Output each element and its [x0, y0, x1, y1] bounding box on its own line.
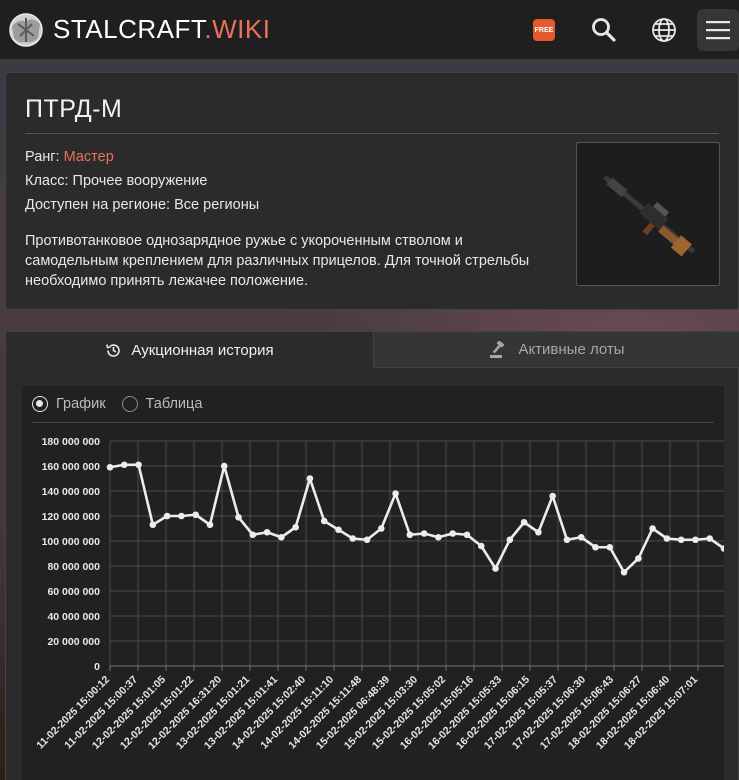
free-icon[interactable]: FREE [533, 19, 555, 41]
divider [25, 133, 719, 134]
data-point[interactable] [406, 531, 414, 539]
y-tick-label: 0 [94, 661, 100, 673]
tab-active-lots[interactable]: Активные лоты [373, 332, 739, 368]
auction-panel: Аукционная история Активные лоты График … [5, 331, 739, 780]
data-point[interactable] [235, 513, 242, 521]
item-description: Противотанковое однозарядное ружье с уко… [25, 233, 530, 289]
data-point[interactable] [649, 525, 656, 532]
radio-circle [121, 396, 138, 412]
data-point[interactable] [492, 565, 499, 572]
data-point[interactable] [135, 461, 142, 469]
item-class: Класс: Прочее вооружение [25, 173, 208, 189]
data-point[interactable] [577, 533, 585, 541]
data-point[interactable] [435, 533, 442, 541]
tab-label: Активные лоты [518, 341, 625, 358]
data-point[interactable] [449, 530, 456, 537]
search-icon[interactable] [586, 12, 622, 48]
history-icon [105, 342, 122, 359]
site-header: STALCRAFT.WIKI FREE [0, 0, 739, 60]
chart-container: График Таблица 0 20 000 000 40 000 000 60 0… [22, 386, 724, 780]
data-point[interactable] [720, 545, 724, 552]
data-point[interactable] [549, 492, 556, 500]
data-point[interactable] [563, 536, 571, 544]
rank-value[interactable]: Мастер [63, 149, 114, 165]
menu-button[interactable] [697, 9, 739, 51]
data-point[interactable] [335, 526, 342, 534]
logo-text: STALCRAFT.WIKI [53, 14, 271, 44]
y-tick-label: 40 000 000 [47, 611, 100, 623]
logo-icon [9, 12, 43, 47]
data-point[interactable] [520, 518, 528, 526]
price-series-line [109, 463, 724, 574]
data-point[interactable] [278, 533, 285, 541]
item-rank: Ранг: Мастер [25, 149, 114, 165]
radio-circle [32, 396, 48, 412]
data-point[interactable] [378, 525, 385, 532]
data-point[interactable] [206, 521, 214, 529]
menu-icon [706, 21, 730, 40]
data-point[interactable] [220, 462, 228, 470]
view-toggle: График Таблица [32, 396, 218, 412]
globe-icon[interactable] [646, 12, 682, 48]
y-tick-label: 140 000 000 [42, 486, 101, 498]
site-logo[interactable]: STALCRAFT.WIKI [8, 12, 270, 48]
data-point[interactable] [106, 463, 114, 471]
data-point[interactable] [349, 535, 357, 542]
tab-auction-history[interactable]: Аукционная история [6, 332, 373, 368]
item-card: ПТРД-М Ранг: Мастер Класс: Прочее вооруж… [5, 72, 739, 310]
data-point[interactable] [249, 531, 257, 539]
y-tick-label: 100 000 000 [42, 536, 101, 548]
tab-label: Аукционная история [131, 341, 274, 359]
data-point[interactable] [292, 523, 299, 531]
item-region: Доступен на регионе: Все регионы [25, 197, 260, 213]
data-point[interactable] [592, 543, 599, 551]
data-point[interactable] [120, 461, 128, 469]
y-tick-label: 60 000 000 [47, 586, 100, 598]
y-tick-label: 180 000 000 [42, 436, 101, 448]
y-tick-label: 160 000 000 [42, 461, 101, 473]
data-point[interactable] [606, 543, 614, 551]
gavel-icon [489, 340, 509, 359]
data-point[interactable] [477, 542, 485, 550]
data-point[interactable] [706, 535, 714, 542]
data-point[interactable] [420, 530, 428, 537]
item-image [576, 142, 720, 286]
radio-graph[interactable]: График [32, 396, 106, 412]
data-point[interactable] [163, 512, 171, 520]
data-point[interactable] [692, 536, 699, 544]
data-point[interactable] [178, 512, 185, 520]
data-point[interactable] [463, 531, 471, 539]
data-point[interactable] [392, 490, 399, 497]
data-point[interactable] [192, 511, 199, 519]
radio-table[interactable]: Таблица [121, 396, 202, 412]
data-point[interactable] [663, 535, 671, 542]
data-point[interactable] [620, 568, 628, 576]
data-point[interactable] [635, 555, 642, 562]
data-point[interactable] [506, 536, 514, 544]
y-tick-label: 80 000 000 [47, 561, 100, 573]
data-point[interactable] [535, 528, 542, 536]
data-point[interactable] [306, 475, 314, 482]
data-point[interactable] [263, 528, 271, 536]
y-tick-label: 120 000 000 [42, 511, 101, 523]
price-history-chart: 0 20 000 000 40 000 000 60 000 000 80 000 00… [34, 436, 724, 752]
y-tick-label: 20 000 000 [47, 636, 100, 648]
item-title: ПТРД-М [25, 95, 123, 123]
data-point[interactable] [320, 517, 328, 525]
data-point[interactable] [363, 536, 371, 544]
divider [32, 422, 714, 423]
data-point[interactable] [677, 536, 685, 544]
data-point[interactable] [149, 521, 157, 529]
